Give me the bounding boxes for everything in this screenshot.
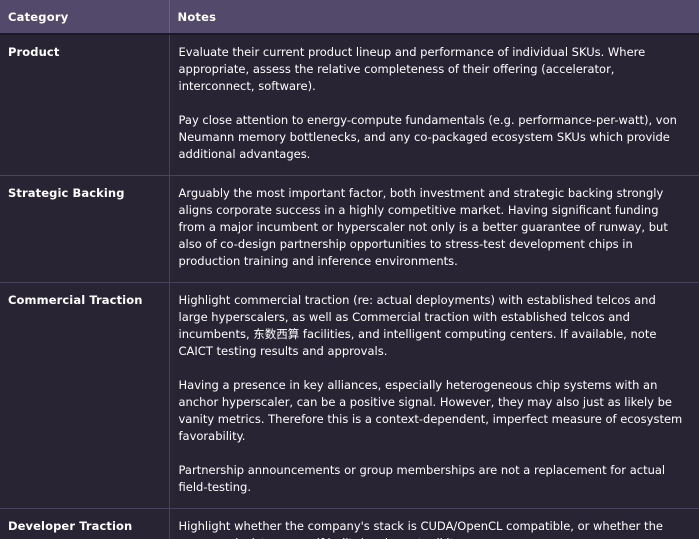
table-row: Developer Traction Highlight whether the … bbox=[0, 508, 699, 539]
cell-notes: Highlight commercial traction (re: actua… bbox=[169, 282, 699, 509]
cell-category: Commercial Traction bbox=[0, 282, 170, 509]
table-header-row: Category Notes bbox=[0, 0, 699, 35]
note-paragraph: Having a presence in key alliances, espe… bbox=[178, 378, 683, 443]
note-paragraph: Highlight whether the company's stack is… bbox=[178, 519, 663, 539]
table-body: Product Evaluate their current product li… bbox=[0, 34, 699, 539]
note-paragraph: Pay close attention to energy-compute fu… bbox=[178, 113, 677, 161]
cell-category: Product bbox=[0, 34, 170, 176]
note-paragraph: Highlight commercial traction (re: actua… bbox=[178, 293, 657, 358]
note-paragraph: Partnership announcements or group membe… bbox=[178, 463, 666, 494]
table-row: Strategic Backing Arguably the most impor… bbox=[0, 175, 699, 283]
cell-notes: Evaluate their current product lineup an… bbox=[169, 34, 699, 176]
column-header-category: Category bbox=[0, 0, 170, 35]
cell-category: Developer Traction bbox=[0, 508, 170, 539]
note-paragraph: Evaluate their current product lineup an… bbox=[178, 45, 646, 93]
column-header-notes: Notes bbox=[169, 0, 699, 35]
cell-notes: Arguably the most important factor, both… bbox=[169, 175, 699, 283]
note-paragraph: Arguably the most important factor, both… bbox=[178, 186, 668, 268]
table-row: Product Evaluate their current product li… bbox=[0, 34, 699, 176]
cell-category: Strategic Backing bbox=[0, 175, 170, 283]
table-row: Commercial Traction Highlight commercial … bbox=[0, 282, 699, 509]
cell-notes: Highlight whether the company's stack is… bbox=[169, 508, 699, 539]
table-header: Category Notes bbox=[0, 0, 699, 35]
